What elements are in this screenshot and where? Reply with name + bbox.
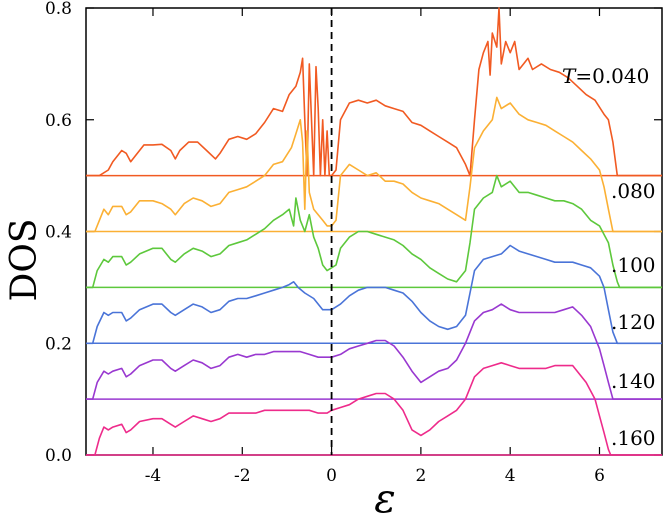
x-tick-label: 2: [415, 466, 426, 486]
series-label-3: .120: [611, 310, 656, 334]
series-line-0: [86, 7, 662, 177]
series-label-0: T=0.040: [562, 64, 649, 88]
y-tick-label: 0.8: [45, 0, 72, 19]
x-axis: -4 -2 0 2 4 6: [145, 8, 605, 486]
series-line-4: [86, 303, 662, 400]
series-label-4: .140: [611, 369, 656, 393]
y-axis: 0.0 0.2 0.4 0.6 0.8: [45, 0, 662, 466]
series-labels: T=0.040 .080 .100 .120 .140 .160: [562, 64, 656, 450]
series-line-5: [86, 362, 662, 456]
y-tick-label: 0.2: [45, 334, 72, 354]
y-tick-label: 0.6: [45, 111, 72, 131]
series-label-1: .080: [611, 179, 656, 203]
series-label-5: .160: [611, 426, 656, 450]
x-tick-label: -4: [145, 466, 162, 486]
series-line-2: [86, 174, 662, 289]
y-tick-label: 0.4: [45, 223, 72, 243]
baselines: [86, 174, 662, 456]
x-tick-label: -2: [234, 466, 251, 486]
series-line-1: [86, 96, 662, 233]
y-axis-title: DOS: [4, 218, 45, 301]
y-tick-label: 0.0: [45, 446, 72, 466]
x-tick-label: 6: [594, 466, 605, 486]
series-line-3: [86, 244, 662, 345]
x-tick-label: 4: [505, 466, 516, 486]
x-axis-title: ε: [374, 476, 395, 522]
series-label-2: .100: [611, 253, 656, 277]
x-tick-label: 0: [326, 466, 337, 486]
